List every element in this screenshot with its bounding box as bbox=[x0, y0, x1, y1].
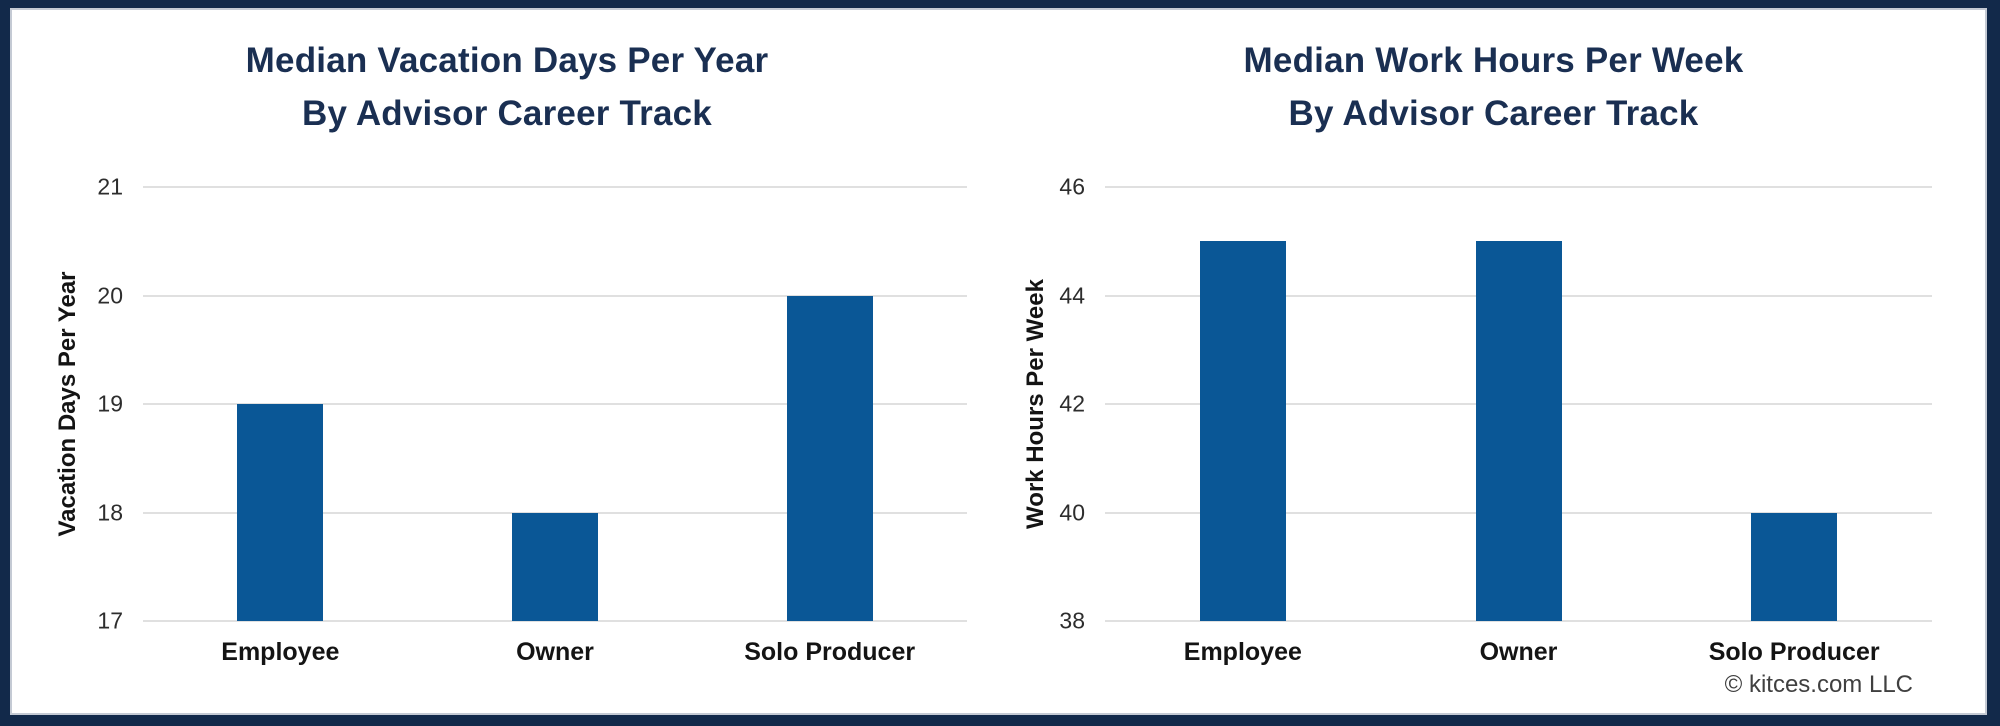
plot-area bbox=[143, 186, 967, 622]
x-label-employee: Employee bbox=[221, 638, 340, 666]
chart-title-line1: Median Vacation Days Per Year bbox=[245, 41, 769, 80]
gridline bbox=[143, 620, 967, 622]
y-tick-label: 38 bbox=[1059, 607, 1085, 634]
chart-title-line2: By Advisor Career Track bbox=[302, 94, 712, 133]
y-tick-label: 21 bbox=[97, 173, 123, 200]
chart-title-vacation-days: Median Vacation Days Per Year By Advisor… bbox=[12, 34, 1002, 140]
x-label-owner: Owner bbox=[516, 638, 594, 666]
chart-title-work-hours: Median Work Hours Per Week By Advisor Ca… bbox=[1002, 34, 1985, 140]
bar-employee bbox=[1199, 241, 1286, 621]
gridline bbox=[1105, 186, 1932, 188]
chart-card: Median Vacation Days Per Year By Advisor… bbox=[10, 8, 1987, 715]
x-label-solo-producer: Solo Producer bbox=[744, 638, 916, 666]
y-axis-ticks: 38 40 42 44 46 bbox=[1002, 174, 1085, 634]
bar-solo-producer bbox=[1751, 512, 1838, 621]
x-label-owner: Owner bbox=[1479, 638, 1558, 666]
x-axis-labels: Employee Owner Solo Producer bbox=[1105, 638, 1932, 678]
x-label-employee: Employee bbox=[1183, 638, 1302, 666]
x-label-solo-producer: Solo Producer bbox=[1708, 638, 1880, 666]
gridline bbox=[143, 186, 967, 188]
y-tick-label: 17 bbox=[97, 607, 123, 634]
y-tick-label: 19 bbox=[97, 390, 123, 417]
bar-owner bbox=[1475, 241, 1562, 621]
y-tick-label: 18 bbox=[97, 499, 123, 525]
bar-employee bbox=[237, 404, 324, 621]
chart-vacation-days: Median Vacation Days Per Year By Advisor… bbox=[12, 10, 1002, 713]
gridline bbox=[143, 294, 967, 297]
y-axis-ticks: 17 18 19 20 21 bbox=[12, 174, 123, 634]
copyright-notice: © kitces.com LLC bbox=[1724, 671, 1913, 698]
bar-solo-producer bbox=[786, 295, 873, 621]
y-tick-label: 42 bbox=[1059, 390, 1085, 417]
plot-area bbox=[1105, 186, 1932, 622]
bar-owner bbox=[512, 512, 598, 621]
y-tick-label: 46 bbox=[1059, 173, 1085, 200]
x-axis-labels: Employee Owner Solo Producer bbox=[143, 638, 967, 678]
gridline bbox=[1105, 620, 1932, 622]
chart-work-hours: Median Work Hours Per Week By Advisor Ca… bbox=[1002, 10, 1985, 713]
chart-title-line2: By Advisor Career Track bbox=[1288, 94, 1699, 133]
y-tick-label: 44 bbox=[1059, 282, 1085, 308]
y-tick-label: 40 bbox=[1059, 499, 1085, 525]
chart-title-line1: Median Work Hours Per Week bbox=[1243, 41, 1744, 80]
y-tick-label: 20 bbox=[97, 282, 123, 308]
gridline bbox=[143, 403, 967, 405]
